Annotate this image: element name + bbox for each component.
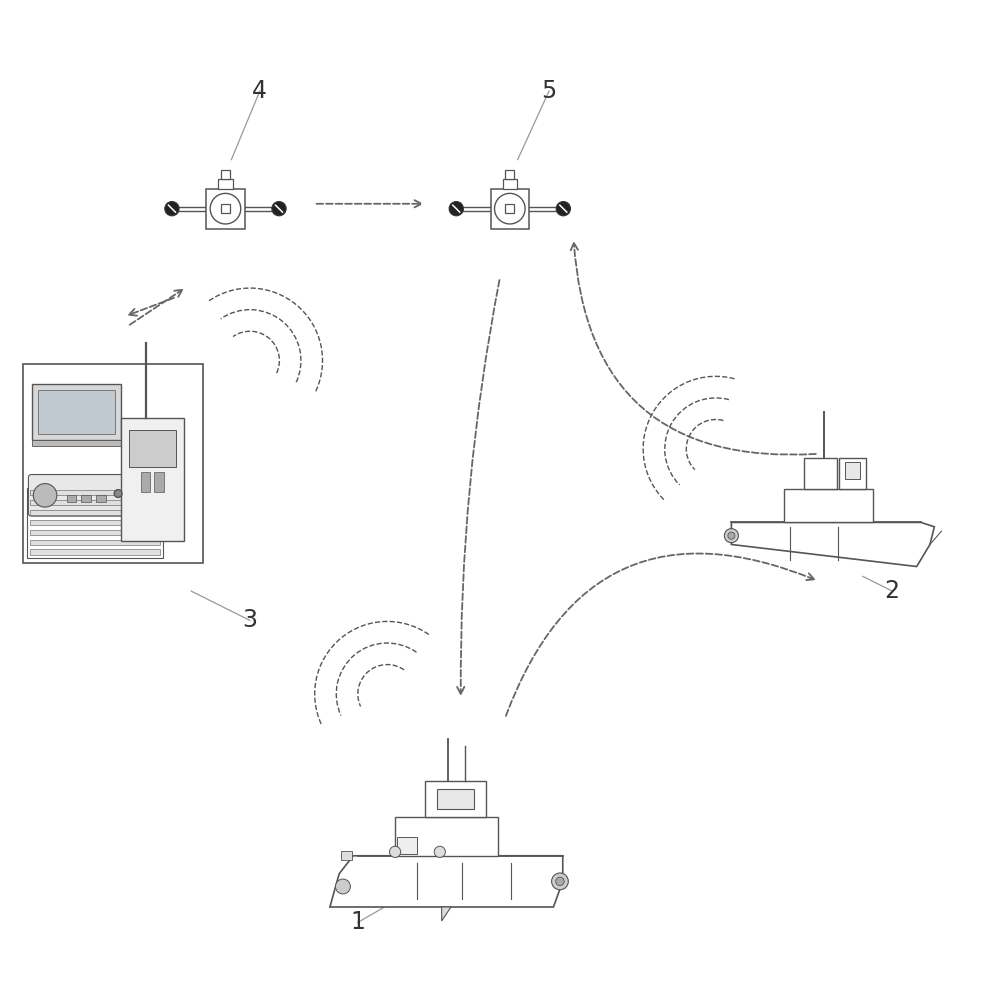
Polygon shape: [442, 907, 451, 921]
Bar: [30, 549, 160, 555]
Bar: [839, 458, 866, 489]
Bar: [141, 472, 150, 492]
Bar: [23, 365, 203, 563]
Circle shape: [390, 846, 401, 858]
Bar: [27, 488, 163, 558]
Bar: [804, 458, 837, 489]
Circle shape: [495, 193, 525, 224]
Bar: [32, 440, 121, 446]
Bar: [397, 837, 417, 854]
Bar: [505, 171, 514, 178]
Bar: [30, 500, 160, 505]
Bar: [341, 851, 352, 861]
Circle shape: [552, 873, 568, 889]
FancyBboxPatch shape: [28, 474, 126, 516]
Circle shape: [728, 532, 735, 539]
Circle shape: [272, 201, 286, 216]
Circle shape: [556, 201, 570, 216]
Polygon shape: [731, 523, 934, 567]
Bar: [505, 204, 514, 213]
Bar: [38, 390, 115, 434]
Bar: [154, 472, 164, 492]
Circle shape: [33, 483, 57, 507]
Circle shape: [165, 201, 179, 216]
Circle shape: [449, 201, 463, 216]
Circle shape: [724, 528, 738, 542]
Text: 2: 2: [885, 579, 900, 603]
Bar: [437, 790, 474, 809]
Bar: [30, 539, 160, 545]
Bar: [221, 171, 230, 178]
Bar: [96, 495, 106, 503]
Bar: [503, 178, 517, 188]
Bar: [845, 462, 860, 479]
Circle shape: [210, 193, 241, 224]
Bar: [30, 529, 160, 535]
Text: 5: 5: [541, 79, 557, 103]
Bar: [425, 781, 486, 816]
Circle shape: [114, 490, 122, 498]
Bar: [491, 188, 529, 229]
Bar: [121, 418, 184, 541]
Bar: [30, 490, 160, 495]
Circle shape: [434, 846, 445, 858]
Bar: [206, 188, 245, 229]
Bar: [221, 204, 230, 213]
Circle shape: [556, 878, 564, 885]
Bar: [395, 816, 498, 856]
Text: 1: 1: [350, 910, 365, 935]
Polygon shape: [330, 856, 563, 907]
Text: 4: 4: [252, 79, 267, 103]
Text: 3: 3: [242, 608, 257, 632]
Bar: [218, 178, 233, 188]
Bar: [784, 489, 873, 523]
Circle shape: [335, 880, 350, 894]
Bar: [30, 510, 160, 516]
Bar: [32, 385, 121, 440]
Bar: [129, 430, 176, 467]
Bar: [67, 495, 76, 503]
Bar: [81, 495, 91, 503]
Bar: [30, 520, 160, 526]
